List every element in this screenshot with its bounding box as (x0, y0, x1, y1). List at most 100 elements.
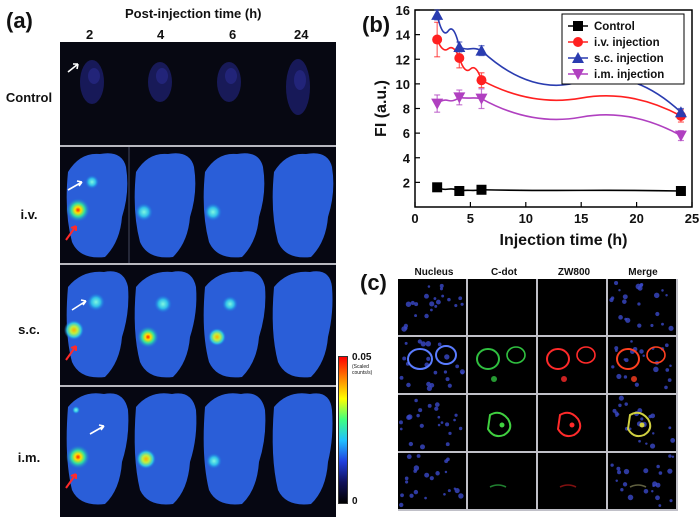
nucleus-dot (402, 356, 407, 361)
channel-merge: Merge (628, 267, 658, 278)
signal-spot (631, 376, 637, 382)
micrograph-tile (398, 453, 466, 509)
nucleus-dot (625, 317, 631, 323)
data-point (476, 75, 487, 86)
channel-nucleus: Nucleus (414, 267, 454, 278)
nucleus-dot (437, 423, 441, 427)
nucleus-dot (671, 455, 675, 458)
nucleus-dot (434, 406, 439, 411)
nucleus-dot (664, 343, 669, 348)
legend-marker (573, 21, 583, 31)
data-point (454, 185, 465, 196)
nucleus-dot (637, 323, 642, 328)
nucleus-dot (640, 417, 644, 421)
nucleus-dot (408, 441, 414, 447)
x-tick-label: 25 (685, 211, 699, 226)
channel-zw800: ZW800 (557, 267, 591, 278)
x-tick-label: 15 (574, 211, 588, 226)
nucleus-dot (439, 283, 444, 288)
nucleus-dot (426, 385, 433, 391)
nucleus-dot (623, 375, 628, 379)
nucleus-dot (445, 377, 450, 382)
nucleus-dot (665, 293, 668, 297)
nucleus-dot (622, 482, 628, 487)
y-tick-label: 6 (403, 126, 410, 141)
data-point (453, 40, 466, 52)
nucleus-dot (433, 370, 438, 375)
cell-ring (435, 345, 457, 365)
colorbar-unit: (Scaled counts/s) (352, 364, 373, 376)
nucleus-dot (618, 315, 623, 320)
nucleus-dot (669, 499, 673, 503)
micrograph-tile (398, 395, 466, 451)
nucleus-dot (433, 297, 437, 300)
nucleus-dot (414, 302, 419, 307)
nucleus-dot (434, 402, 440, 407)
y-axis-label: FI (a.u.) (373, 80, 390, 137)
time-label-6: 6 (229, 27, 237, 42)
nucleus-dot (399, 427, 403, 431)
cell-ring (646, 346, 666, 364)
nucleus-dot (404, 476, 409, 481)
micrograph-tile (608, 453, 676, 509)
nucleus-dot (419, 423, 424, 428)
fi-chart: 0 5 10 15 20 25 2 4 6 8 10 12 14 16 Injection time (h)… (373, 3, 699, 249)
micrograph-tile (398, 279, 466, 335)
cell-ring (506, 346, 526, 364)
nucleus-dot (614, 349, 618, 352)
nucleus-dot (668, 325, 674, 331)
nucleus-dot (458, 426, 463, 431)
nucleus-dot (643, 488, 649, 494)
nucleus-dot (414, 314, 418, 318)
nucleus-dot (609, 297, 614, 303)
colorbar-min: 0 (352, 496, 358, 507)
nucleus-dot (618, 289, 621, 292)
colorbar-max: 0.05 (352, 352, 372, 363)
data-point (431, 98, 444, 110)
nucleus-dot (655, 495, 660, 501)
time-label-24: 24 (294, 27, 309, 42)
nucleus-dot (446, 457, 450, 462)
nucleus-dot (443, 492, 446, 496)
nucleus-dot (430, 308, 433, 312)
nucleus-dot (668, 454, 672, 458)
nucleus-dot (434, 304, 438, 308)
nucleus-dot (611, 365, 615, 369)
data-point (674, 130, 687, 142)
cell-cluster (556, 411, 582, 438)
nucleus-dot (668, 426, 672, 430)
nucleus-dot (622, 294, 628, 300)
nucleus-dot (453, 487, 457, 490)
nucleus-dot (652, 432, 655, 435)
cell-cluster (629, 484, 647, 488)
cell-ring (476, 348, 500, 370)
x-tick-label: 10 (519, 211, 533, 226)
nucleus-dot (443, 370, 448, 374)
nucleus-dot (439, 287, 444, 291)
panel-c-label: (c) (360, 270, 387, 295)
cell-cluster (559, 484, 577, 488)
data-point (475, 93, 488, 105)
row-label-control: Control (5, 90, 53, 105)
legend-label: i.m. injection (594, 69, 664, 81)
nucleus-dot (447, 489, 451, 493)
nucleus-dot (435, 471, 440, 476)
nucleus-dot (399, 420, 403, 425)
legend-marker (573, 37, 583, 47)
y-tick-label: 12 (396, 52, 410, 67)
data-point (431, 8, 444, 20)
nucleus-dot (400, 493, 404, 498)
nucleus-dot (413, 465, 420, 471)
nucleus-dot (665, 368, 670, 372)
micrograph-tile (468, 279, 536, 335)
row-label-sc: s.c. (18, 322, 40, 337)
panel-a-label: (a) (6, 8, 33, 33)
nucleus-dot (627, 494, 634, 501)
nucleus-dot (639, 283, 644, 287)
nucleus-dot (429, 301, 435, 307)
nucleus-dot (404, 341, 408, 345)
nucleus-dot (440, 421, 444, 424)
nucleus-dot (458, 296, 463, 301)
nucleus-dot (454, 303, 458, 308)
channel-cdot: C-dot (490, 267, 518, 278)
